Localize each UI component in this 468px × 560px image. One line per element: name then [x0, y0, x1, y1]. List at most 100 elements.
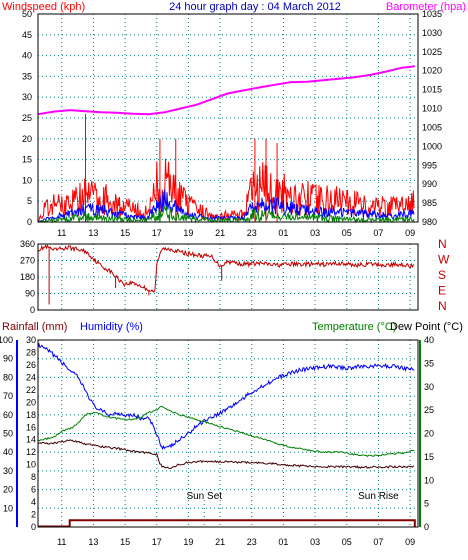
rainfall-tick-label: 2: [31, 510, 36, 520]
windspeed-tick-label: 5: [27, 196, 32, 206]
direction-tick-label: 90: [25, 289, 35, 299]
temperature-line: [37, 405, 415, 458]
temperature-tick-label: 10: [424, 475, 434, 485]
direction-tick-label: 180: [20, 272, 35, 282]
humidity-tick-label: 50: [3, 429, 13, 439]
direction-series: [37, 244, 415, 305]
direction-tick-labels: 0 90 180 270 360: [20, 239, 35, 315]
direction-tick-label: 270: [20, 256, 35, 266]
rainfall-tick-label: 14: [26, 435, 36, 445]
rainfall-tick-label: 30: [26, 335, 36, 345]
average-wind-line: [38, 205, 415, 224]
time-tick-label: 17: [152, 537, 162, 547]
rainfall-tick-label: 22: [26, 385, 36, 395]
temperature-tick-label: 15: [424, 452, 434, 462]
time-tick-label: 05: [342, 228, 352, 238]
barometer-tick-label: 990: [422, 179, 437, 189]
rainfall-tick-label: 24: [26, 372, 36, 382]
rainfall-tick-label: 26: [26, 360, 36, 370]
rainfall-tick-label: 28: [26, 347, 36, 357]
rainfall-tick-label: 8: [31, 472, 36, 482]
time-tick-label: 01: [278, 228, 288, 238]
temperature-tick-label: 20: [424, 429, 434, 439]
barometer-tick-label: 1035: [422, 9, 442, 19]
time-tick-label: 07: [373, 537, 383, 547]
humidity-tick-label: 10: [3, 503, 13, 513]
temperature-axis-label: Temperature (°C): [312, 321, 396, 333]
rainfall-tick-label: 4: [31, 497, 36, 507]
barometer-tick-label: 995: [422, 160, 437, 170]
temp-time-tick-labels: 11 13 15 17 19 21 23 01 03 05 07 09: [57, 537, 415, 547]
barometer-tick-label: 980: [422, 217, 437, 227]
dewpoint-line: [37, 439, 415, 469]
rainfall-tick-label: 16: [26, 422, 36, 432]
temperature-tick-label: 40: [424, 335, 434, 345]
time-tick-label: 19: [183, 228, 193, 238]
humidity-tick-label: 100: [0, 335, 13, 345]
windspeed-tick-label: 45: [22, 30, 32, 40]
wind-time-tick-labels: 11 13 15 17 19 21 23 01 03 05 07 09: [57, 228, 415, 238]
time-tick-label: 05: [342, 537, 352, 547]
humidity-axis-label: Humidity (%): [80, 321, 143, 333]
dewpoint-axis-label: Dew Point (°C): [390, 321, 463, 333]
time-tick-label: 03: [310, 537, 320, 547]
windspeed-tick-label: 50: [22, 9, 32, 19]
rainfall-tick-label: 18: [26, 410, 36, 420]
direction-tick-label: 360: [20, 239, 35, 249]
wind-panel-frame: [37, 13, 419, 223]
humidity-tick-label: 30: [3, 466, 13, 476]
rainfall-axis-label: Rainfall (mm): [2, 321, 67, 333]
barometer-tick-label: 1000: [422, 141, 442, 151]
time-tick-label: 19: [183, 537, 193, 547]
temperature-tick-label: 0: [424, 522, 429, 532]
compass-label: N: [438, 237, 447, 251]
barometer-line: [37, 65, 415, 116]
time-tick-label: 11: [57, 228, 66, 238]
barometer-tick-label: 1010: [422, 104, 442, 114]
time-tick-label: 23: [247, 537, 257, 547]
windspeed-tick-label: 35: [22, 71, 32, 81]
humidity-tick-labels: 10 20 30 40 50 60 70 80 90 100: [0, 335, 13, 513]
time-tick-label: 13: [88, 537, 98, 547]
windspeed-tick-label: 30: [22, 92, 32, 102]
rainfall-tick-label: 10: [26, 460, 36, 470]
humidity-tick-label: 60: [3, 410, 13, 420]
time-tick-label: 03: [310, 228, 320, 238]
compass-label: N: [438, 299, 447, 313]
temperature-tick-label: 25: [424, 405, 434, 415]
windspeed-tick-label: 15: [22, 155, 32, 165]
rainfall-tick-label: 6: [31, 485, 36, 495]
temp-panel-frame: [37, 339, 419, 528]
temperature-tick-label: 30: [424, 382, 434, 392]
direction-line: [37, 244, 415, 293]
time-tick-label: 13: [88, 228, 98, 238]
direction-panel-frame: [37, 243, 419, 311]
windspeed-tick-label: 40: [22, 51, 32, 61]
barometer-tick-label: 1025: [422, 47, 442, 57]
wind-panel-series: [37, 65, 415, 224]
time-tick-label: 21: [215, 228, 225, 238]
time-tick-label: 21: [215, 537, 225, 547]
humidity-tick-label: 70: [3, 391, 13, 401]
windspeed-tick-labels: 0 5 10 15 20 25 30 35 40 45 50: [22, 9, 32, 227]
compass-label: W: [438, 253, 450, 267]
windspeed-tick-label: 25: [22, 113, 32, 123]
time-tick-label: 07: [373, 228, 383, 238]
humidity-tick-label: 80: [3, 372, 13, 382]
humidity-line: [37, 342, 415, 451]
time-tick-label: 15: [120, 228, 130, 238]
time-tick-label: 09: [405, 537, 415, 547]
sunrise-annotation: Sun Rise: [358, 491, 399, 502]
compass-label: E: [438, 284, 446, 298]
barometer-tick-label: 985: [422, 198, 437, 208]
barometer-tick-labels: 980 985 990 995 1000 1005 1010 1015 1020 1025 1030…: [422, 9, 442, 227]
barometer-tick-label: 1030: [422, 28, 442, 38]
time-tick-label: 11: [57, 537, 66, 547]
temperature-tick-label: 5: [424, 499, 429, 509]
barometer-tick-label: 1015: [422, 85, 442, 95]
chart-title: 24 hour graph day : 04 March 2012: [169, 1, 341, 13]
